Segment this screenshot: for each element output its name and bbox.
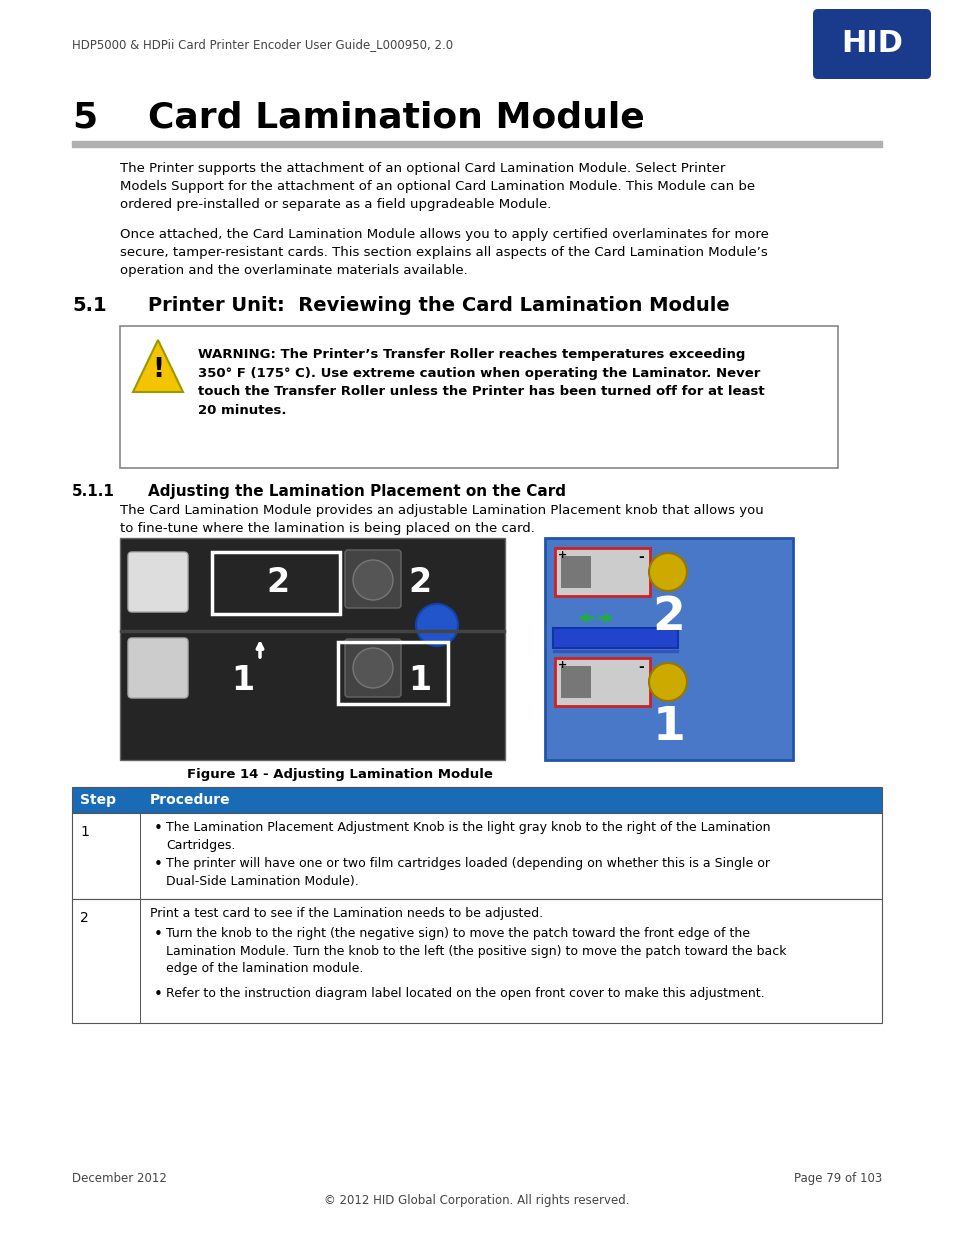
Text: Procedure: Procedure bbox=[150, 793, 231, 806]
Text: WARNING: The Printer’s Transfer Roller reaches temperatures exceeding
350° F (17: WARNING: The Printer’s Transfer Roller r… bbox=[198, 348, 763, 416]
Bar bbox=[120, 630, 504, 632]
Text: Card Lamination Module: Card Lamination Module bbox=[148, 100, 644, 135]
Circle shape bbox=[416, 604, 457, 646]
FancyBboxPatch shape bbox=[120, 326, 837, 468]
Text: © 2012 HID Global Corporation. All rights reserved.: © 2012 HID Global Corporation. All right… bbox=[324, 1194, 629, 1207]
Text: 1: 1 bbox=[80, 825, 89, 839]
Text: Print a test card to see if the Lamination needs to be adjusted.: Print a test card to see if the Laminati… bbox=[150, 906, 542, 920]
Text: 5.1.1: 5.1.1 bbox=[71, 484, 114, 499]
Bar bbox=[553, 629, 678, 648]
Bar bbox=[71, 787, 882, 813]
Text: HDP5000 & HDPii Card Printer Encoder User Guide_L000950, 2.0: HDP5000 & HDPii Card Printer Encoder Use… bbox=[71, 38, 453, 51]
Circle shape bbox=[353, 559, 393, 600]
Text: 1: 1 bbox=[652, 705, 684, 751]
Bar bbox=[544, 538, 792, 760]
FancyBboxPatch shape bbox=[345, 638, 400, 697]
Bar bbox=[553, 650, 678, 652]
Bar bbox=[71, 813, 882, 899]
Bar bbox=[560, 556, 590, 588]
FancyBboxPatch shape bbox=[128, 552, 188, 613]
Text: Adjusting the Lamination Placement on the Card: Adjusting the Lamination Placement on th… bbox=[148, 484, 565, 499]
Bar bbox=[120, 538, 504, 760]
Text: +: + bbox=[558, 550, 567, 559]
Text: +: + bbox=[558, 659, 567, 671]
Text: HID: HID bbox=[841, 30, 902, 58]
Text: 5: 5 bbox=[71, 100, 97, 135]
Text: Once attached, the Card Lamination Module allows you to apply certified overlami: Once attached, the Card Lamination Modul… bbox=[120, 228, 768, 278]
Text: December 2012: December 2012 bbox=[71, 1172, 167, 1186]
Polygon shape bbox=[132, 340, 183, 391]
FancyBboxPatch shape bbox=[345, 550, 400, 608]
Bar bbox=[555, 658, 649, 706]
Text: The printer will have one or two film cartridges loaded (depending on whether th: The printer will have one or two film ca… bbox=[166, 857, 769, 888]
Text: •: • bbox=[153, 927, 163, 942]
Text: The Lamination Placement Adjustment Knob is the light gray knob to the right of : The Lamination Placement Adjustment Knob… bbox=[166, 821, 770, 851]
Text: 2: 2 bbox=[652, 595, 684, 641]
Bar bbox=[212, 552, 339, 614]
Text: Refer to the instruction diagram label located on the open front cover to make t: Refer to the instruction diagram label l… bbox=[166, 987, 763, 1000]
Text: The Printer supports the attachment of an optional Card Lamination Module. Selec: The Printer supports the attachment of a… bbox=[120, 162, 755, 211]
Text: The Card Lamination Module provides an adjustable Lamination Placement knob that: The Card Lamination Module provides an a… bbox=[120, 504, 763, 535]
FancyBboxPatch shape bbox=[812, 9, 930, 79]
Bar bbox=[337, 642, 448, 704]
Text: 1: 1 bbox=[408, 664, 431, 698]
Text: Printer Unit:  Reviewing the Card Lamination Module: Printer Unit: Reviewing the Card Laminat… bbox=[148, 296, 729, 315]
Text: 2: 2 bbox=[266, 567, 290, 599]
Text: 2: 2 bbox=[408, 567, 431, 599]
Text: 2: 2 bbox=[80, 911, 89, 925]
Circle shape bbox=[648, 663, 686, 701]
Text: !: ! bbox=[152, 357, 164, 383]
Text: Figure 14 - Adjusting Lamination Module: Figure 14 - Adjusting Lamination Module bbox=[187, 768, 493, 781]
Bar bbox=[555, 548, 649, 597]
Text: •: • bbox=[153, 857, 163, 872]
Bar bbox=[71, 141, 882, 147]
Text: -: - bbox=[638, 659, 643, 674]
Text: -: - bbox=[638, 550, 643, 564]
Text: •: • bbox=[153, 821, 163, 836]
Text: Turn the knob to the right (the negative sign) to move the patch toward the fron: Turn the knob to the right (the negative… bbox=[166, 927, 785, 974]
FancyBboxPatch shape bbox=[128, 638, 188, 698]
Text: 5.1: 5.1 bbox=[71, 296, 107, 315]
Text: 1: 1 bbox=[232, 663, 254, 697]
Circle shape bbox=[648, 553, 686, 592]
Bar bbox=[71, 899, 882, 1023]
Bar bbox=[560, 666, 590, 698]
Text: Page 79 of 103: Page 79 of 103 bbox=[793, 1172, 882, 1186]
Text: Step: Step bbox=[80, 793, 116, 806]
Circle shape bbox=[353, 648, 393, 688]
Text: •: • bbox=[153, 987, 163, 1002]
